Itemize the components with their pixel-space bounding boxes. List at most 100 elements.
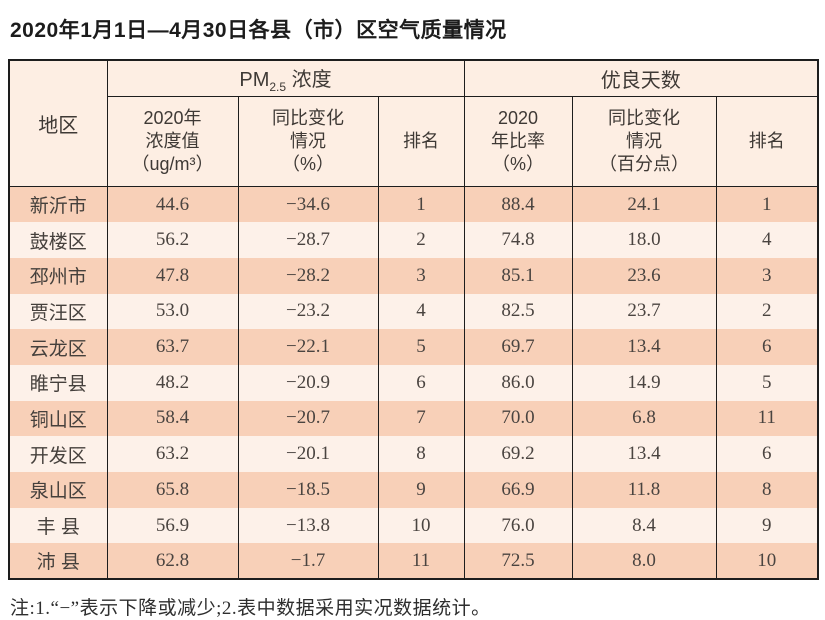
table-row: 开发区 63.2 −20.1 8 69.2 13.4 6 xyxy=(8,436,819,472)
cell-pm-change: −13.8 xyxy=(237,507,379,544)
column-header-pm-change: 同比变化 情况 （%） xyxy=(237,96,379,187)
cell-good-rate: 85.1 xyxy=(463,257,573,294)
cell-pm-change: −18.5 xyxy=(237,472,379,508)
cell-pm-rank: 2 xyxy=(377,222,465,258)
cell-region: 泉山区 xyxy=(8,472,108,508)
table-row: 沛 县 62.8 −1.7 11 72.5 8.0 10 xyxy=(8,543,819,580)
footnote: 注:1.“−”表示下降或减少;2.表中数据采用实况数据统计。 xyxy=(10,598,491,620)
sub-header-row: 2020年 浓度值 （ug/m³） 同比变化 情况 （%） 排名 2020 年比… xyxy=(9,96,819,187)
cell-good-rate: 88.4 xyxy=(463,186,573,223)
cell-pm-rank: 4 xyxy=(377,293,465,330)
cell-pm-value: 65.8 xyxy=(106,472,239,508)
cell-pm-rank: 7 xyxy=(377,400,465,437)
cell-good-rate: 74.8 xyxy=(463,222,573,258)
cell-pm-rank: 1 xyxy=(377,186,465,223)
table-row: 云龙区 63.7 −22.1 5 69.7 13.4 6 xyxy=(8,329,819,365)
cell-good-change: 23.7 xyxy=(571,293,717,330)
column-header-good-rank: 排名 xyxy=(715,96,819,187)
cell-good-change: 23.6 xyxy=(571,257,717,294)
table-body: 新沂市 44.6 −34.6 1 88.4 24.1 1 鼓楼区 56.2 −2… xyxy=(8,186,819,580)
cell-region: 鼓楼区 xyxy=(8,222,108,258)
cell-pm-value: 53.0 xyxy=(106,293,239,330)
table-header: 地区 PM2.5 浓度 优良天数 2020年 浓度值 （ug/m³） 同比变化 … xyxy=(8,59,819,187)
air-quality-table: 地区 PM2.5 浓度 优良天数 2020年 浓度值 （ug/m³） 同比变化 … xyxy=(8,59,820,581)
cell-good-rank: 10 xyxy=(715,543,819,580)
table-row: 贾汪区 53.0 −23.2 4 82.5 23.7 2 xyxy=(8,293,819,330)
column-header-pm-rank: 排名 xyxy=(377,96,465,187)
cell-pm-change: −28.2 xyxy=(237,257,379,294)
cell-region: 睢宁县 xyxy=(8,364,108,401)
column-group-good-days: 优良天数 xyxy=(463,59,819,97)
header-line: 年比率 xyxy=(491,130,546,151)
cell-good-rate: 86.0 xyxy=(463,364,573,401)
cell-region: 邳州市 xyxy=(8,257,108,294)
cell-pm-change: −23.2 xyxy=(237,293,379,330)
header-line: （ug/m³） xyxy=(131,154,214,175)
cell-region: 开发区 xyxy=(8,436,108,472)
page-title: 2020年1月1日—4月30日各县（市）区空气质量情况 xyxy=(10,19,507,42)
header-line: 排名 xyxy=(403,130,439,151)
cell-pm-rank: 6 xyxy=(377,364,465,401)
pm25-prefix: PM xyxy=(239,69,270,91)
cell-region: 贾汪区 xyxy=(8,293,108,330)
cell-pm-value: 48.2 xyxy=(106,364,239,401)
group-header-row: 地区 PM2.5 浓度 优良天数 xyxy=(8,59,819,187)
header-line: 浓度值 xyxy=(145,130,200,151)
cell-pm-change: −28.7 xyxy=(237,222,379,258)
cell-good-change: 11.8 xyxy=(571,472,717,508)
cell-pm-change: −20.1 xyxy=(237,436,379,472)
cell-region: 铜山区 xyxy=(8,400,108,437)
pm25-subscript: 2.5 xyxy=(269,80,287,94)
cell-good-rate: 66.9 xyxy=(463,472,573,508)
cell-good-rank: 5 xyxy=(715,364,819,401)
cell-good-rate: 69.2 xyxy=(463,436,573,472)
cell-good-rank: 1 xyxy=(715,186,819,223)
cell-pm-value: 56.9 xyxy=(106,507,239,544)
column-header-good-change: 同比变化 情况 （百分点） xyxy=(571,96,717,187)
cell-good-rate: 72.5 xyxy=(463,543,573,580)
column-header-region: 地区 xyxy=(8,59,108,187)
table-row: 鼓楼区 56.2 −28.7 2 74.8 18.0 4 xyxy=(8,222,819,258)
table-row: 新沂市 44.6 −34.6 1 88.4 24.1 1 xyxy=(8,186,819,223)
pm25-suffix: 浓度 xyxy=(286,69,332,91)
cell-pm-value: 56.2 xyxy=(106,222,239,258)
cell-good-rank: 3 xyxy=(715,257,819,294)
cell-pm-rank: 5 xyxy=(377,329,465,365)
cell-good-rank: 9 xyxy=(715,507,819,544)
table-row: 丰 县 56.9 −13.8 10 76.0 8.4 9 xyxy=(8,507,819,544)
cell-region: 丰 县 xyxy=(8,507,108,544)
cell-pm-change: −22.1 xyxy=(237,329,379,365)
cell-pm-rank: 10 xyxy=(377,507,465,544)
header-line: 情况 xyxy=(626,130,663,151)
cell-good-change: 13.4 xyxy=(571,329,717,365)
cell-good-rate: 76.0 xyxy=(463,507,573,544)
cell-pm-rank: 9 xyxy=(377,472,465,508)
header-line: （百分点） xyxy=(599,154,690,175)
cell-pm-rank: 8 xyxy=(377,436,465,472)
cell-good-change: 8.0 xyxy=(571,543,717,580)
pm25-label: PM2.5 浓度 xyxy=(239,69,332,94)
cell-good-rank: 8 xyxy=(715,472,819,508)
cell-good-rank: 6 xyxy=(715,329,819,365)
header-line: （%） xyxy=(281,154,334,175)
table-row: 睢宁县 48.2 −20.9 6 86.0 14.9 5 xyxy=(8,364,819,401)
cell-good-rate: 69.7 xyxy=(463,329,573,365)
cell-good-rate: 82.5 xyxy=(463,293,573,330)
header-line: 排名 xyxy=(748,130,785,151)
cell-good-change: 6.8 xyxy=(571,400,717,437)
cell-pm-value: 47.8 xyxy=(106,257,239,294)
header-line: 2020 xyxy=(497,107,539,128)
cell-region: 新沂市 xyxy=(8,186,108,223)
cell-pm-rank: 11 xyxy=(377,543,465,580)
header-line: （%） xyxy=(492,154,545,175)
cell-good-rank: 6 xyxy=(715,436,819,472)
column-group-pm25: PM2.5 浓度 xyxy=(106,59,465,97)
cell-pm-rank: 3 xyxy=(377,257,465,294)
header-line: 同比变化 xyxy=(272,107,344,128)
column-header-pm-value: 2020年 浓度值 （ug/m³） xyxy=(106,96,239,187)
table-row: 邳州市 47.8 −28.2 3 85.1 23.6 3 xyxy=(8,257,819,294)
cell-good-change: 8.4 xyxy=(571,507,717,544)
table-row: 泉山区 65.8 −18.5 9 66.9 11.8 8 xyxy=(8,472,819,508)
header-line: 2020年 xyxy=(143,107,202,128)
